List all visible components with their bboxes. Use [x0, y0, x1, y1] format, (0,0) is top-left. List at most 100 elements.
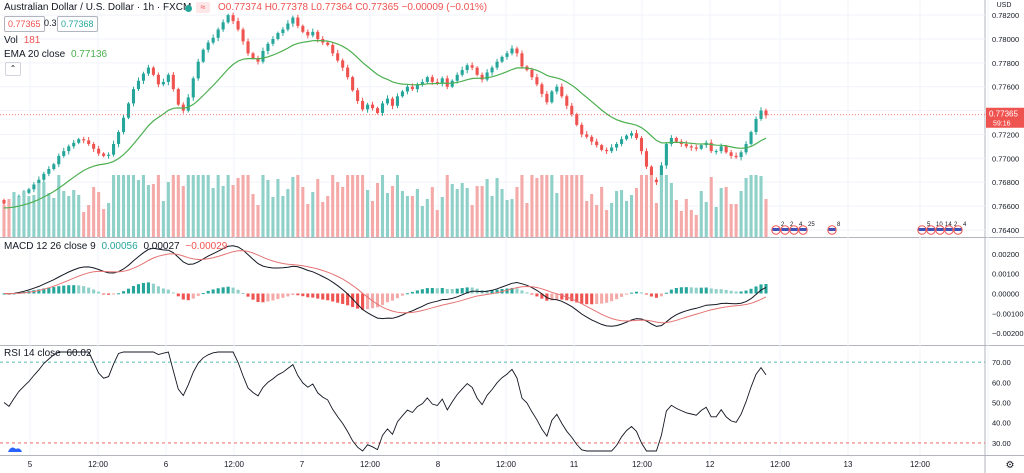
volume-bar [42, 182, 46, 237]
event-marker-count: 14 [945, 222, 952, 228]
candle-body [226, 15, 230, 23]
volume-bar [510, 199, 514, 237]
volume-bar [176, 175, 180, 237]
event-marker-flag-stripe [945, 228, 953, 231]
candle-body [151, 67, 155, 75]
sell-price-button[interactable]: 0.77365 [4, 16, 45, 32]
candle-body [425, 77, 429, 82]
volume-bar [117, 175, 121, 237]
settings-icon[interactable]: ⚙ [1006, 460, 1015, 471]
macd-histogram-bar [321, 293, 325, 300]
price-tick-label: 0.77200 [992, 130, 1019, 139]
volume-bar [654, 203, 658, 237]
volume-bar [644, 175, 649, 237]
volume-bar [620, 190, 624, 237]
macd-histogram-bar [595, 293, 599, 305]
time-tick-label: 7 [300, 460, 305, 469]
macd-histogram-bar [286, 293, 290, 297]
event-marker-count: 2 [781, 222, 785, 228]
event-marker-flag-stripe [828, 228, 836, 231]
volume-bar [580, 175, 584, 237]
volume-bar [121, 175, 126, 237]
collapse-legend-icon[interactable]: ⌃ [5, 62, 21, 76]
ohlc-values: O0.77374 H0.77378 L0.77364 C0.77365 −0.0… [218, 2, 488, 13]
macd-histogram-bar [112, 293, 116, 295]
candle-body [550, 91, 554, 103]
volume-bar [669, 183, 673, 237]
macd-histogram-bar [186, 293, 190, 301]
macd-histogram-bar [510, 287, 514, 294]
volume-bar [206, 175, 210, 237]
candle-body [346, 67, 350, 78]
rsi-tick-label: 60.00 [992, 378, 1011, 387]
volume-bar [385, 193, 390, 237]
volume-bar [505, 200, 509, 237]
candle-body [236, 21, 240, 30]
volume-legend[interactable]: Vol 181 [4, 35, 43, 46]
macd-histogram-bar [739, 291, 743, 294]
macd-histogram-bar [385, 293, 390, 303]
macd-histogram-bar [380, 293, 385, 305]
macd-histogram-bar [291, 293, 295, 296]
price-tick-label: 0.78000 [992, 35, 1019, 44]
volume-bar [311, 192, 315, 237]
candle-body [166, 74, 170, 82]
volume-bar [321, 202, 325, 237]
candle-body [754, 118, 758, 133]
macd-histogram-bar [634, 291, 639, 294]
macd-histogram-bar [166, 289, 170, 294]
macd-legend[interactable]: MACD 12 26 close 9 0.00056 0.00027 −0.00… [4, 241, 230, 252]
volume-bar [500, 189, 504, 237]
macd-label: MACD 12 26 close 9 [4, 241, 96, 252]
macd-histogram-bar [176, 293, 180, 297]
event-marker-flag-stripe [954, 228, 962, 231]
candle-body [565, 96, 569, 106]
candle-body [410, 86, 414, 90]
volume-bar [550, 175, 554, 237]
candle-body [415, 84, 419, 90]
symbol-title: Australian Dollar / U.S. Dollar · 1h · F… [4, 2, 192, 13]
candle-body [341, 60, 345, 68]
macd-histogram-bar [540, 293, 544, 299]
candle-body [759, 110, 763, 119]
macd-histogram-bar [296, 293, 300, 296]
candle-body [659, 165, 663, 183]
volume-bar [595, 205, 599, 237]
candle-body [306, 31, 310, 36]
volume-bar [415, 189, 419, 237]
ema-legend[interactable]: EMA 20 close 0.77136 [4, 49, 110, 60]
candle-body [296, 17, 300, 26]
volume-bar [649, 175, 653, 237]
volume-bar [540, 175, 544, 237]
candle-body [435, 81, 439, 84]
volume-bar [410, 196, 414, 237]
candle-body [196, 61, 200, 79]
volume-bar [590, 194, 594, 237]
macd-histogram-bar [67, 285, 71, 294]
volume-bar [600, 187, 604, 237]
macd-histogram-bar [231, 287, 235, 294]
volume-bar [525, 203, 529, 237]
volume-bar [679, 211, 683, 237]
volume-bar [201, 175, 205, 237]
volume-bar [430, 187, 434, 237]
macd-histogram-bar [266, 293, 270, 302]
volume-bar [435, 210, 439, 237]
macd-histogram-bar [331, 293, 335, 302]
macd-histogram-bar [734, 291, 738, 294]
rsi-tick-label: 30.00 [992, 439, 1011, 448]
macd-histogram-bar [236, 289, 240, 294]
macd-histogram-bar [161, 288, 165, 294]
rsi-legend[interactable]: RSI 14 close 60.02 [4, 348, 95, 359]
macd-histogram-bar [764, 284, 768, 294]
volume-bar [390, 186, 395, 237]
macd-histogram-bar [97, 291, 101, 294]
buy-price-button[interactable]: 0.77368 [57, 16, 98, 32]
volume-bar [639, 175, 644, 237]
macd-histogram-bar [241, 292, 245, 294]
volume-bar [22, 191, 26, 237]
macd-histogram-bar [82, 286, 86, 294]
candle-body [639, 138, 644, 152]
macd-histogram-bar [724, 289, 728, 294]
